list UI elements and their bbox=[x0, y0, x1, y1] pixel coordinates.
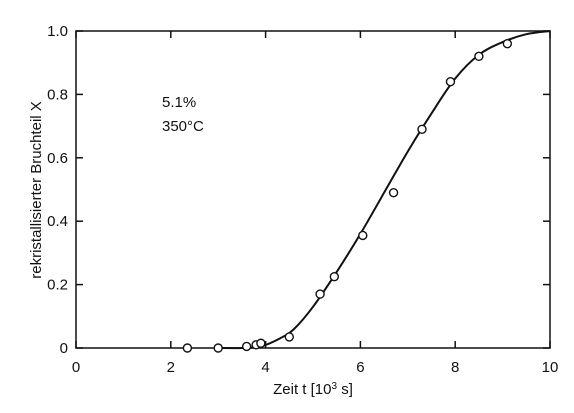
data-point bbox=[284, 332, 294, 342]
y-tick-label: 0 bbox=[60, 340, 68, 357]
data-point bbox=[445, 77, 456, 87]
x-tick-label: 4 bbox=[261, 359, 269, 376]
annotation-strain: 5.1% bbox=[162, 94, 196, 111]
data-point bbox=[388, 187, 399, 198]
data-point bbox=[315, 289, 325, 299]
x-tick-label: 6 bbox=[356, 359, 364, 376]
data-point bbox=[241, 341, 252, 352]
x-tick-label: 10 bbox=[542, 359, 559, 376]
x-tick-label: 0 bbox=[72, 359, 80, 376]
x-tick-label: 2 bbox=[167, 359, 175, 376]
x-axis-label: Zeit t [103 s] bbox=[273, 381, 353, 399]
x-axis-label-unit: s] bbox=[337, 381, 353, 398]
y-tick-label: 0.6 bbox=[47, 150, 68, 167]
x-ticks: 0 2 4 6 8 10 bbox=[72, 31, 559, 376]
y-tick-label: 0.8 bbox=[47, 86, 68, 103]
plot-frame bbox=[75, 30, 551, 349]
annotation-temperature: 350°C bbox=[162, 118, 204, 135]
x-axis-label-superscript: 3 bbox=[331, 381, 337, 392]
data-point bbox=[358, 230, 368, 241]
y-ticks: 0 0.2 0.4 0.6 0.8 1.0 bbox=[47, 23, 550, 357]
y-axis-label: rekristallisierter Bruchteil X bbox=[28, 101, 45, 279]
data-point bbox=[474, 51, 484, 62]
fitted-curve bbox=[218, 30, 551, 350]
data-point bbox=[256, 338, 266, 348]
x-tick-label: 8 bbox=[451, 359, 459, 376]
y-tick-label: 1.0 bbox=[47, 23, 68, 40]
data-point bbox=[417, 124, 427, 134]
data-point bbox=[502, 38, 513, 49]
y-tick-label: 0.4 bbox=[47, 213, 68, 230]
data-point bbox=[182, 343, 193, 353]
series-layer bbox=[182, 30, 551, 353]
x-axis-label-main: Zeit t [10 bbox=[273, 381, 331, 398]
data-point bbox=[213, 343, 223, 353]
y-tick-label: 0.2 bbox=[47, 277, 68, 294]
data-point bbox=[329, 271, 340, 282]
